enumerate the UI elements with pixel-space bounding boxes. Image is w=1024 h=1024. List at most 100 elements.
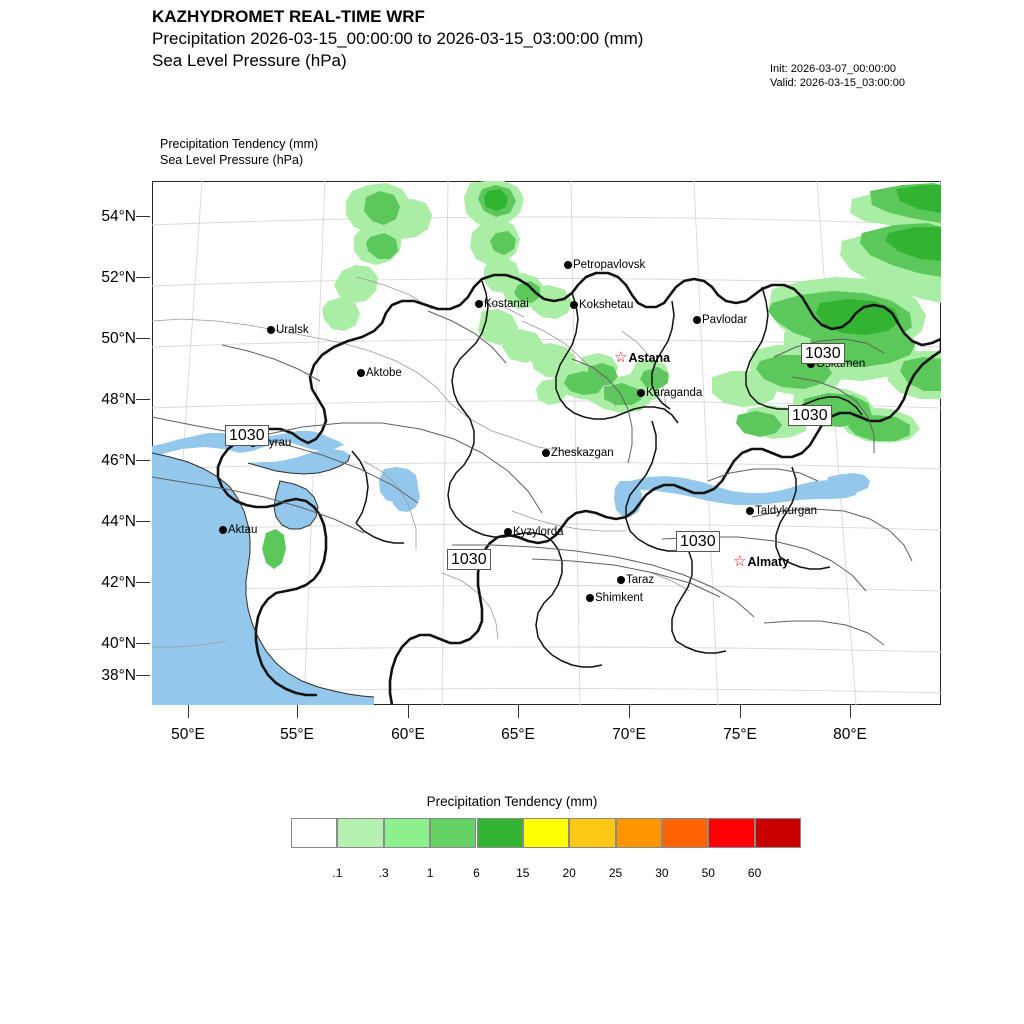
lat-label: 48°N: [101, 391, 136, 408]
lat-tick: [136, 399, 150, 400]
lon-tick: [408, 705, 409, 718]
city-dot-icon: [746, 507, 754, 515]
city-dot-icon: [617, 576, 625, 584]
colorbar-swatch[interactable]: [569, 818, 616, 848]
lat-label: 44°N: [101, 513, 136, 530]
isobar-label: 1030: [801, 343, 845, 364]
colorbar-swatch[interactable]: [661, 818, 709, 848]
colorbar-swatch[interactable]: [615, 818, 662, 848]
colorbar[interactable]: .1 .3 1 6 15 20 25 30 50 60: [291, 818, 801, 880]
city-marker-capital[interactable]: ☆ Astana: [614, 349, 670, 366]
colorbar-swatch[interactable]: [522, 818, 570, 848]
city-dot-icon: [219, 526, 227, 534]
lat-label: 50°N: [101, 330, 136, 347]
city-marker[interactable]: Taldykurgan: [746, 505, 817, 517]
colorbar-swatch[interactable]: [383, 818, 431, 848]
oblast-boundaries: [351, 280, 863, 668]
graticule: [152, 181, 941, 705]
city-label: Karaganda: [646, 387, 703, 399]
city-dot-icon: [637, 389, 645, 397]
city-dot-icon: [542, 449, 550, 457]
city-marker[interactable]: Pavlodar: [693, 314, 747, 326]
map-subcaption: Precipitation Tendency (mm) Sea Level Pr…: [160, 136, 318, 168]
city-label: Taraz: [626, 574, 655, 586]
isobar-label: 1030: [447, 549, 491, 570]
city-label: Aktobe: [366, 367, 402, 379]
subcaption-precip: Precipitation Tendency (mm): [160, 137, 319, 151]
colorbar-swatch[interactable]: [291, 818, 338, 848]
lat-tick: [136, 675, 150, 676]
city-marker[interactable]: Petropavlovsk: [564, 259, 645, 271]
internal-boundaries: [152, 276, 691, 648]
page-title: KAZHYDROMET REAL-TIME WRF Precipitation …: [152, 6, 952, 72]
isobar-label: 1030: [225, 425, 269, 446]
lon-label: 70°E: [612, 726, 646, 743]
lon-label: 75°E: [723, 726, 757, 743]
isobar-label: 1030: [676, 531, 720, 552]
lon-tick: [629, 705, 630, 718]
city-label: Kostanai: [484, 298, 529, 310]
colorbar-swatch[interactable]: [708, 818, 755, 848]
city-dot-icon: [504, 528, 512, 536]
city-dot-icon: [357, 369, 365, 377]
city-marker[interactable]: Kostanai: [475, 298, 529, 310]
city-marker[interactable]: Aktobe: [357, 367, 402, 379]
lat-label: 42°N: [101, 574, 136, 591]
star-icon: ☆: [614, 349, 628, 366]
colorbar-swatch[interactable]: [754, 818, 801, 848]
lat-tick: [136, 277, 150, 278]
colorbar-swatch[interactable]: [476, 818, 523, 848]
valid-time: Valid: 2026-03-15_03:00:00: [770, 77, 905, 89]
city-dot-icon: [807, 360, 815, 368]
city-label: Kyzylorda: [513, 526, 564, 538]
isobar-label: 1030: [788, 405, 832, 426]
city-marker[interactable]: Uralsk: [267, 324, 309, 336]
lon-label: 55°E: [280, 726, 314, 743]
city-label: Zheskazgan: [551, 447, 614, 459]
city-label: Petropavlovsk: [573, 259, 646, 271]
lat-tick: [136, 460, 150, 461]
lon-label: 80°E: [833, 726, 867, 743]
colorbar-tick: 50: [701, 866, 715, 880]
lat-label: 40°N: [101, 635, 136, 652]
map-frame[interactable]: Petropavlovsk Kostanai Kokshetau Pavloda…: [152, 181, 941, 705]
colorbar-tick: .3: [378, 866, 389, 880]
city-marker-capital[interactable]: ☆ Almaty: [733, 553, 790, 570]
title-line-1: KAZHYDROMET REAL-TIME WRF: [152, 7, 425, 26]
kazakhstan-border: [216, 271, 941, 705]
city-label: Taldykurgan: [755, 505, 818, 517]
city-marker[interactable]: Zheskazgan: [542, 447, 614, 459]
city-marker[interactable]: Shimkent: [586, 592, 643, 604]
city-dot-icon: [693, 316, 701, 324]
lon-label: 65°E: [501, 726, 535, 743]
colorbar-tick: 1: [426, 866, 434, 880]
city-label: Aktau: [228, 524, 258, 536]
city-marker[interactable]: Karaganda: [637, 387, 702, 399]
title-line-2: Precipitation 2026-03-15_00:00:00 to 202…: [152, 29, 644, 48]
lat-label: 38°N: [101, 667, 136, 684]
colorbar-swatch[interactable]: [337, 818, 384, 848]
city-marker[interactable]: Taraz: [617, 574, 654, 586]
city-marker[interactable]: Kokshetau: [570, 299, 633, 311]
lat-label: 52°N: [101, 269, 136, 286]
colorbar-title: Precipitation Tendency (mm): [426, 794, 598, 809]
lon-label: 50°E: [171, 726, 205, 743]
city-dot-icon: [586, 594, 594, 602]
star-icon: ☆: [733, 553, 747, 570]
city-dot-icon: [267, 326, 275, 334]
lat-label: 54°N: [101, 208, 136, 225]
init-time: Init: 2026-03-07_00:00:00: [770, 63, 896, 75]
colorbar-tick: 30: [655, 866, 669, 880]
lat-tick: [136, 338, 150, 339]
lat-tick: [136, 216, 150, 217]
colorbar-swatch[interactable]: [430, 818, 477, 848]
city-dot-icon: [475, 300, 483, 308]
city-marker[interactable]: Kyzylorda: [504, 526, 564, 538]
lon-tick: [518, 705, 519, 718]
city-marker[interactable]: Aktau: [219, 524, 257, 536]
city-label: Uralsk: [276, 324, 309, 336]
lat-tick: [136, 582, 150, 583]
city-label: Shimkent: [595, 592, 643, 604]
city-label: Almaty: [747, 555, 790, 569]
map-container[interactable]: Petropavlovsk Kostanai Kokshetau Pavloda…: [136, 181, 941, 718]
